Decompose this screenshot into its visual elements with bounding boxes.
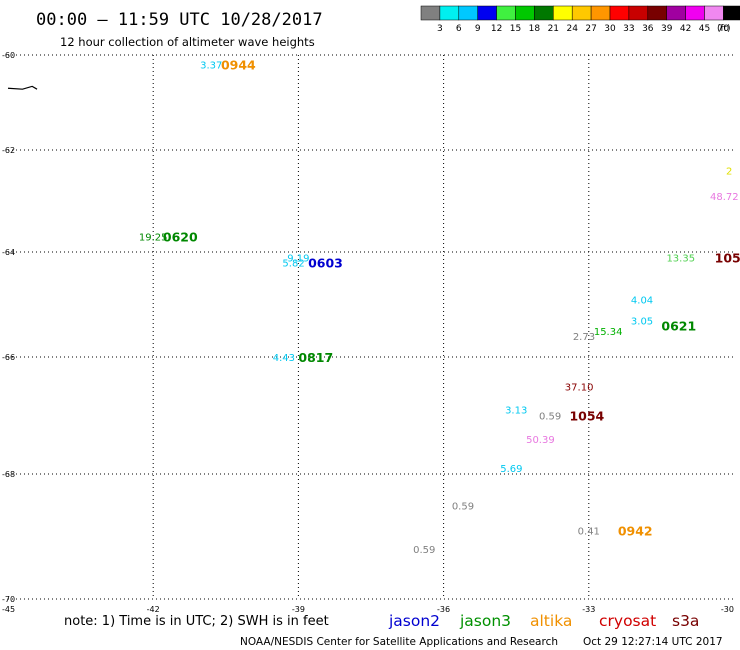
y-tick-label: -64 xyxy=(2,248,15,257)
colorbar-swatch xyxy=(534,5,554,21)
wave-height-label: 0.59 xyxy=(452,501,474,512)
pass-time-label: 0942 xyxy=(618,523,653,538)
y-tick-label: -66 xyxy=(2,353,15,362)
colorbar-tick-label: 45 xyxy=(699,24,710,34)
wave-height-label: 9.19 xyxy=(287,253,309,264)
x-tick-label: -42 xyxy=(147,605,160,614)
pass-time-label: 1053 xyxy=(715,250,740,265)
colorbar-tick-label: 39 xyxy=(661,24,673,34)
colorbar-tick-label: 27 xyxy=(585,24,596,34)
wave-height-label: 37.10 xyxy=(565,382,594,393)
y-tick-label: -68 xyxy=(2,470,15,479)
colorbar-tick-label: 9 xyxy=(475,24,481,34)
note-text: note: 1) Time is in UTC; 2) SWH is in fe… xyxy=(64,614,329,629)
colorbar-swatch xyxy=(439,5,460,21)
pass-time-label: 0603 xyxy=(308,256,343,271)
colorbar-swatch xyxy=(477,5,497,21)
wave-height-label: 5.69 xyxy=(500,464,522,475)
colorbar-swatch xyxy=(496,5,516,21)
footer-timestamp: Oct 29 12:27:14 UTC 2017 xyxy=(583,636,723,648)
pass-time-label: 0817 xyxy=(298,350,333,365)
colorbar-swatch xyxy=(647,5,667,21)
colorbar-tick-label: 42 xyxy=(680,24,691,34)
colorbar-swatch xyxy=(685,5,705,21)
wave-height-label: 5.82 xyxy=(282,259,304,270)
wave-height-label: 4.04 xyxy=(631,295,653,306)
colorbar-swatch xyxy=(609,5,630,21)
observations-layer: 3.37 19.25 5.829.19 4.43 2 48.72 13.35 4.04 3.05… xyxy=(139,61,739,557)
colorbar-labels: 3 6 9 12 15 18 21 24 27 30 33 36 39 42 45 70 xyxy=(437,24,729,34)
y-tick-label: -70 xyxy=(2,595,15,604)
colorbar-swatch xyxy=(515,5,535,21)
colorbar-tick-label: 24 xyxy=(566,24,578,34)
colorbar-swatch xyxy=(723,5,740,21)
coastline xyxy=(7,85,38,90)
x-tick-label: -30 xyxy=(721,605,734,614)
mission-legend: jason2 jason3 altika cryosat s3a xyxy=(388,612,699,630)
wave-height-label: 4.43 xyxy=(273,353,295,364)
wave-height-label: 15.34 xyxy=(594,327,623,338)
colorbar-tick-label: 6 xyxy=(456,24,462,34)
colorbar-swatch xyxy=(571,5,592,21)
x-tick-label: -33 xyxy=(582,605,595,614)
chart-title: 00:00 – 11:59 UTC 10/28/2017 xyxy=(36,10,323,30)
colorbar-swatch xyxy=(590,5,611,21)
wave-height-label: 3.13 xyxy=(505,406,527,417)
mission-legend-item: jason2 xyxy=(388,612,440,630)
chart-subtitle: 12 hour collection of altimeter wave hei… xyxy=(60,35,315,49)
x-tick-label: -39 xyxy=(292,605,305,614)
y-tick-label: -60 xyxy=(2,51,15,60)
x-tick-label: -36 xyxy=(437,605,450,614)
wave-height-label: 3.05 xyxy=(631,316,653,327)
y-tick-label: -62 xyxy=(2,146,15,155)
colorbar-tick-label: 36 xyxy=(642,24,654,34)
wave-height-label: 0.59 xyxy=(413,545,435,556)
pass-time-label: 0944 xyxy=(221,58,256,73)
mission-legend-item: jason3 xyxy=(459,612,511,630)
colorbar-swatch xyxy=(704,5,724,21)
colorbar-swatch xyxy=(458,5,478,21)
colorbar-tick-label: 18 xyxy=(529,24,541,34)
wave-height-label: 13.35 xyxy=(666,253,695,264)
colorbar-unit: (ft) xyxy=(717,24,731,34)
pass-time-label: 0620 xyxy=(163,230,198,245)
mission-legend-item: s3a xyxy=(672,612,699,630)
colorbar-tick-label: 30 xyxy=(604,24,616,34)
coastline-segment xyxy=(7,85,38,90)
wave-height-label: 48.72 xyxy=(710,192,739,203)
footer-credit: NOAA/NESDIS Center for Satellite Applica… xyxy=(240,636,558,648)
colorbar-tick-label: 3 xyxy=(437,24,443,34)
mission-legend-item: altika xyxy=(530,612,572,630)
colorbar-swatch xyxy=(628,5,649,21)
colorbar-swatch xyxy=(420,5,441,21)
pass-time-label: 1054 xyxy=(569,409,604,424)
colorbar-tick-label: 15 xyxy=(510,24,521,34)
wave-height-label: 0.59 xyxy=(539,412,561,423)
colorbar-tick-label: 21 xyxy=(548,24,559,34)
colorbar-swatch xyxy=(666,5,686,21)
plot-grid xyxy=(8,54,734,600)
pass-time-label: 0621 xyxy=(661,319,696,334)
colorbar-tick-label: 33 xyxy=(623,24,634,34)
wave-height-label: 50.39 xyxy=(526,435,555,446)
x-tick-label: -45 xyxy=(2,605,15,614)
mission-legend-item: cryosat xyxy=(599,612,656,630)
colorbar-tick-label: 12 xyxy=(491,24,502,34)
wave-height-label: 3.37 xyxy=(200,61,222,72)
wave-height-label: 2 xyxy=(726,166,732,177)
wave-height-label: 19.25 xyxy=(139,233,168,244)
time-labels-layer: 0944 0620 0603 0817 1053 0621 1054 0942 xyxy=(163,58,740,539)
axis-ticks: -60 -62 -64 -66 -68 -70-45 -42 -39 -36 -33 -30 xyxy=(2,51,734,614)
colorbar xyxy=(420,5,740,21)
colorbar-swatch xyxy=(553,5,573,21)
wave-height-label: 0.41 xyxy=(578,526,600,537)
colorbar-tick-label: 70 xyxy=(718,24,730,34)
wave-height-label: 2.73 xyxy=(573,332,595,343)
